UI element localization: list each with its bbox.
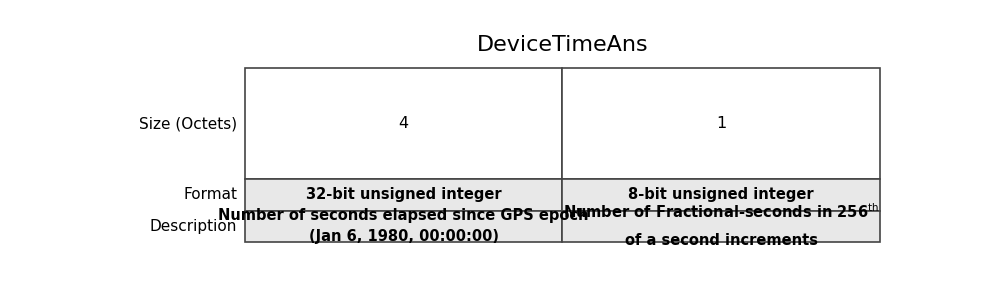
Text: Description: Description: [150, 219, 237, 234]
Text: DeviceTimeAns: DeviceTimeAns: [477, 35, 648, 55]
Bar: [245, 179, 562, 210]
Text: Format: Format: [183, 187, 237, 202]
Text: 4: 4: [399, 116, 409, 131]
Text: Size (Octets): Size (Octets): [139, 116, 237, 131]
Text: 8-bit unsigned integer: 8-bit unsigned integer: [628, 187, 814, 202]
Text: 32-bit unsigned integer: 32-bit unsigned integer: [306, 187, 501, 202]
Bar: [562, 68, 880, 179]
Bar: [562, 210, 880, 242]
Text: of a second increments: of a second increments: [624, 233, 817, 248]
Text: 1: 1: [716, 116, 726, 131]
Bar: [562, 179, 880, 210]
Text: Number of Fractional-seconds in 256$^{\rm th}$: Number of Fractional-seconds in 256$^{\r…: [563, 202, 879, 221]
Text: Number of seconds elapsed since GPS epoch
(Jan 6, 1980, 00:00:00): Number of seconds elapsed since GPS epoc…: [219, 208, 588, 244]
Bar: [245, 68, 562, 179]
Bar: [245, 210, 562, 242]
